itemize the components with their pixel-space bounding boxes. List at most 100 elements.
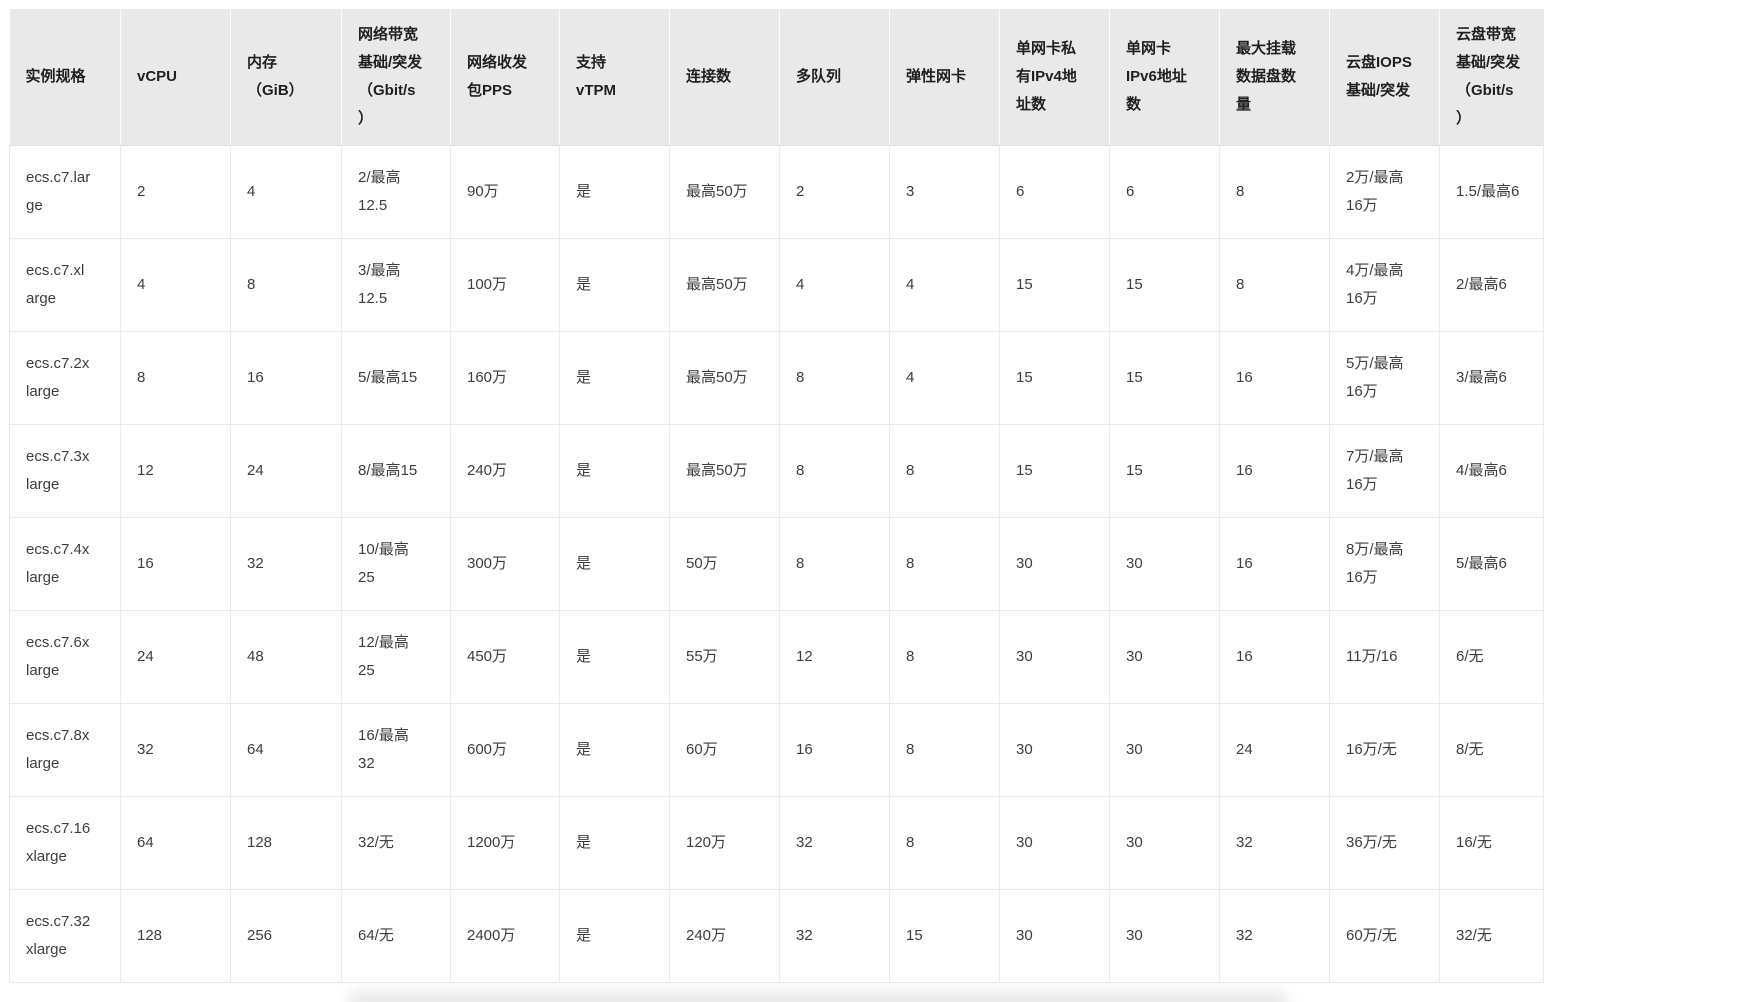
cell-net_pps: 2400万	[450, 888, 560, 983]
column-header-net_bandwidth: 网络带宽 基础/突发 （Gbit/s ）	[341, 9, 451, 146]
cell-ipv4_per_eni: 30	[999, 609, 1110, 704]
column-header-vcpu: vCPU	[120, 9, 231, 146]
cell-connections: 最高50万	[669, 423, 780, 518]
cell-disk_iops: 36万/无	[1329, 795, 1440, 890]
column-header-disk_iops: 云盘IOPS 基础/突发	[1329, 9, 1440, 146]
cell-vcpu: 24	[120, 609, 231, 704]
cell-ipv4_per_eni: 6	[999, 144, 1110, 239]
cell-multi_queue: 8	[779, 330, 890, 425]
cell-multi_queue: 2	[779, 144, 890, 239]
cell-ipv4_per_eni: 30	[999, 795, 1110, 890]
cell-memory_gib: 48	[230, 609, 342, 704]
cell-net_bandwidth: 3/最高 12.5	[341, 237, 451, 332]
cell-multi_queue: 32	[779, 795, 890, 890]
column-header-connections: 连接数	[669, 9, 780, 146]
cell-instance_type: ecs.c7.xl arge	[9, 237, 121, 332]
cell-ipv6_per_eni: 15	[1109, 330, 1220, 425]
cell-ipv4_per_eni: 15	[999, 330, 1110, 425]
instance-spec-table: 实例规格 vCPU 内存 （GiB） 网络带宽 基础/突发 （Gbit/s ）网络收发…	[9, 9, 1544, 983]
cell-disk_bandwidth: 5/最高6	[1439, 516, 1544, 611]
cell-instance_type: ecs.c7.lar ge	[9, 144, 121, 239]
cell-enis: 8	[889, 516, 1000, 611]
cell-enis: 15	[889, 888, 1000, 983]
cell-net_pps: 240万	[450, 423, 560, 518]
cell-connections: 最高50万	[669, 144, 780, 239]
cell-multi_queue: 4	[779, 237, 890, 332]
table-row: ecs.c7.8x large 32 64 16/最高 32 600万是 60万 16 8 30…	[9, 702, 1544, 797]
cell-disk_iops: 5万/最高 16万	[1329, 330, 1440, 425]
cell-connections: 最高50万	[669, 237, 780, 332]
table-row: ecs.c7.2x large 8 16 5/最高15 160万是最高50万 8 4 15 15…	[9, 330, 1544, 425]
cell-vtpm: 是	[559, 888, 670, 983]
cell-ipv4_per_eni: 15	[999, 423, 1110, 518]
cell-instance_type: ecs.c7.8x large	[9, 702, 121, 797]
cell-vcpu: 64	[120, 795, 231, 890]
cell-max_data_disks: 16	[1219, 330, 1330, 425]
cell-multi_queue: 32	[779, 888, 890, 983]
column-header-instance_type: 实例规格	[9, 9, 121, 146]
table-row: ecs.c7.32 xlarge 128 256 64/无 2400万是 240万 32 15…	[9, 888, 1544, 983]
cell-disk_bandwidth: 32/无	[1439, 888, 1544, 983]
column-header-multi_queue: 多队列	[779, 9, 890, 146]
table-header-row: 实例规格 vCPU 内存 （GiB） 网络带宽 基础/突发 （Gbit/s ）网络收发…	[9, 9, 1544, 146]
cell-net_bandwidth: 64/无	[341, 888, 451, 983]
cell-ipv6_per_eni: 15	[1109, 237, 1220, 332]
cell-ipv6_per_eni: 15	[1109, 423, 1220, 518]
cell-ipv6_per_eni: 30	[1109, 516, 1220, 611]
table-row: ecs.c7.xl arge 4 8 3/最高 12.5 100万是最高50万 4 4 15 1…	[9, 237, 1544, 332]
cell-memory_gib: 4	[230, 144, 342, 239]
instance-spec-table-container: 实例规格 vCPU 内存 （GiB） 网络带宽 基础/突发 （Gbit/s ）网络收发…	[9, 9, 1544, 983]
cell-net_pps: 1200万	[450, 795, 560, 890]
bottom-scroll-shadow	[348, 992, 1288, 1002]
cell-memory_gib: 128	[230, 795, 342, 890]
cell-memory_gib: 24	[230, 423, 342, 518]
cell-disk_bandwidth: 1.5/最高6	[1439, 144, 1544, 239]
cell-multi_queue: 8	[779, 423, 890, 518]
cell-disk_bandwidth: 4/最高6	[1439, 423, 1544, 518]
cell-ipv6_per_eni: 30	[1109, 888, 1220, 983]
cell-vtpm: 是	[559, 702, 670, 797]
cell-instance_type: ecs.c7.32 xlarge	[9, 888, 121, 983]
cell-enis: 3	[889, 144, 1000, 239]
cell-instance_type: ecs.c7.3x large	[9, 423, 121, 518]
cell-vtpm: 是	[559, 237, 670, 332]
column-header-enis: 弹性网卡	[889, 9, 1000, 146]
cell-net_pps: 160万	[450, 330, 560, 425]
cell-disk_iops: 7万/最高 16万	[1329, 423, 1440, 518]
cell-net_pps: 300万	[450, 516, 560, 611]
cell-net_pps: 90万	[450, 144, 560, 239]
cell-max_data_disks: 8	[1219, 237, 1330, 332]
cell-connections: 最高50万	[669, 330, 780, 425]
cell-max_data_disks: 24	[1219, 702, 1330, 797]
column-header-net_pps: 网络收发 包PPS	[450, 9, 560, 146]
cell-disk_iops: 16万/无	[1329, 702, 1440, 797]
cell-disk_bandwidth: 3/最高6	[1439, 330, 1544, 425]
cell-net_pps: 600万	[450, 702, 560, 797]
cell-memory_gib: 64	[230, 702, 342, 797]
cell-instance_type: ecs.c7.16 xlarge	[9, 795, 121, 890]
table-body: ecs.c7.lar ge 2 4 2/最高 12.5 90万是最高50万 2 3 6 6 8 2万…	[9, 144, 1544, 983]
cell-vtpm: 是	[559, 330, 670, 425]
cell-multi_queue: 16	[779, 702, 890, 797]
table-row: ecs.c7.lar ge 2 4 2/最高 12.5 90万是最高50万 2 3 6 6 8 2万…	[9, 144, 1544, 239]
cell-ipv6_per_eni: 30	[1109, 795, 1220, 890]
cell-max_data_disks: 16	[1219, 609, 1330, 704]
cell-connections: 55万	[669, 609, 780, 704]
cell-ipv4_per_eni: 30	[999, 516, 1110, 611]
cell-net_bandwidth: 32/无	[341, 795, 451, 890]
cell-disk_iops: 60万/无	[1329, 888, 1440, 983]
table-row: ecs.c7.4x large 16 32 10/最高 25 300万是 50万 8 8 30 3…	[9, 516, 1544, 611]
cell-vcpu: 128	[120, 888, 231, 983]
table-header: 实例规格 vCPU 内存 （GiB） 网络带宽 基础/突发 （Gbit/s ）网络收发…	[9, 9, 1544, 146]
cell-net_bandwidth: 2/最高 12.5	[341, 144, 451, 239]
cell-net_bandwidth: 8/最高15	[341, 423, 451, 518]
cell-net_pps: 450万	[450, 609, 560, 704]
cell-vcpu: 8	[120, 330, 231, 425]
cell-max_data_disks: 16	[1219, 423, 1330, 518]
cell-vcpu: 4	[120, 237, 231, 332]
cell-ipv6_per_eni: 30	[1109, 609, 1220, 704]
cell-connections: 50万	[669, 516, 780, 611]
cell-memory_gib: 16	[230, 330, 342, 425]
cell-max_data_disks: 32	[1219, 795, 1330, 890]
